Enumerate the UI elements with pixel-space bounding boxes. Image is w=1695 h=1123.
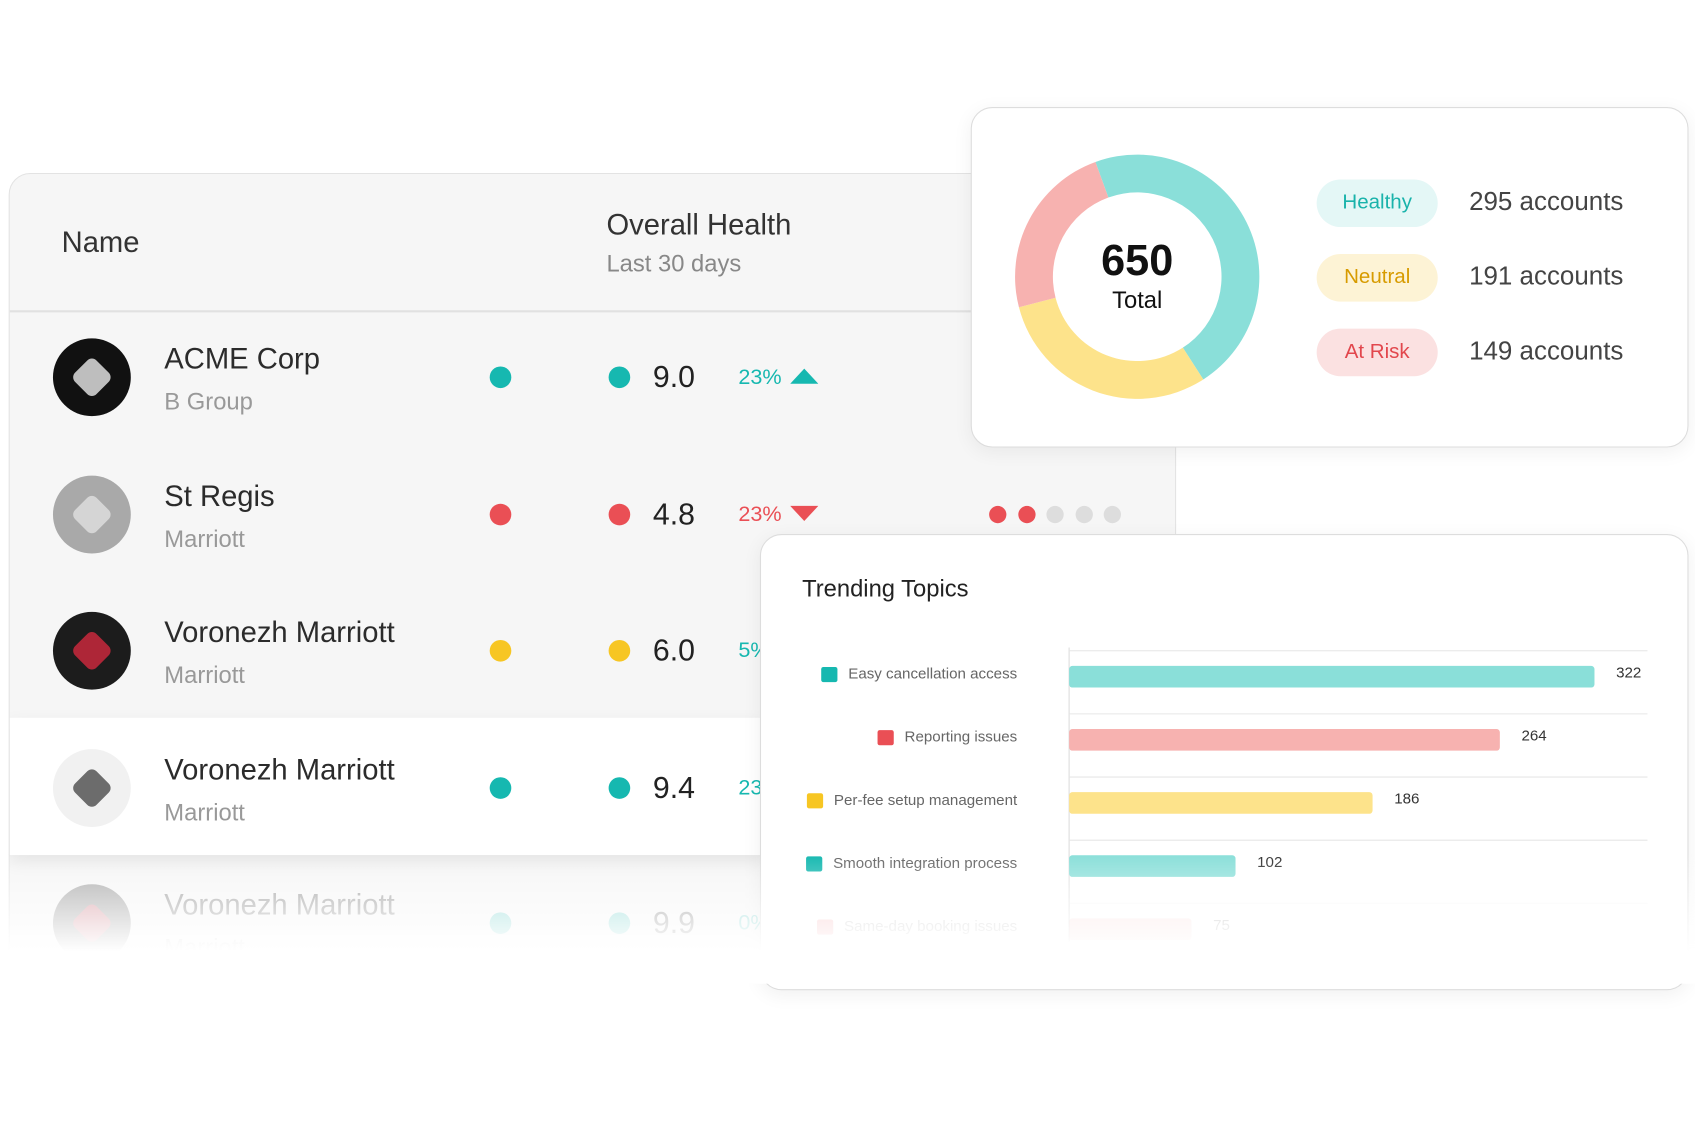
change: 23% xyxy=(738,502,782,527)
legend-label: At Risk xyxy=(1345,340,1411,363)
page-dot xyxy=(1046,505,1064,524)
donut-segment xyxy=(1015,161,1109,308)
status-dot xyxy=(489,503,512,526)
trend-icon xyxy=(790,368,819,384)
score: 4.8 xyxy=(652,497,696,531)
bar-value: 186 xyxy=(1394,791,1419,808)
bar-label: Per-fee setup management xyxy=(834,792,1018,809)
topic-icon xyxy=(806,793,824,809)
donut-chart: Healthy 295 accounts Neutral 191 accounts At… xyxy=(1015,154,1623,399)
donut-total-label: Total xyxy=(1112,287,1162,314)
triangle xyxy=(790,368,819,384)
legend-pill xyxy=(1316,179,1438,228)
legend-count: 295 accounts xyxy=(1469,188,1623,216)
legend-label: Neutral xyxy=(1344,265,1410,288)
bar xyxy=(1069,665,1595,688)
page-dot xyxy=(1103,505,1121,524)
change: 23% xyxy=(738,365,782,390)
status-dot xyxy=(489,777,512,799)
chart-title: Trending Topics xyxy=(802,576,969,603)
bar-value: 264 xyxy=(1521,728,1546,745)
account-group: Marriott xyxy=(164,661,245,689)
score-dot xyxy=(608,777,631,799)
score-dot xyxy=(608,366,631,389)
score: 9.0 xyxy=(652,359,696,394)
topic-icon xyxy=(821,666,838,683)
bar-label: Reporting issues xyxy=(905,729,1018,746)
account-name: Voronezh Marriott xyxy=(164,753,395,786)
trend-arrow xyxy=(790,368,819,385)
score: 6.0 xyxy=(652,633,696,667)
bar-row: 264 Reporting issues xyxy=(877,713,1648,751)
legend-pill xyxy=(1316,254,1438,302)
score-dot xyxy=(608,503,631,526)
row-highlight xyxy=(9,717,767,856)
triangle xyxy=(790,505,819,522)
legend-label: Healthy xyxy=(1342,191,1412,214)
page-dot xyxy=(989,505,1007,524)
page-dot xyxy=(1075,505,1093,524)
donut-total: 650 xyxy=(1101,237,1173,285)
trend-icon xyxy=(790,505,819,522)
score: 9.4 xyxy=(652,770,696,805)
donut-segment xyxy=(1018,297,1204,399)
header-period: Last 30 days xyxy=(606,249,742,277)
account-group: Marriott xyxy=(164,798,245,826)
bar xyxy=(1069,729,1500,751)
account-name: St Regis xyxy=(164,479,275,513)
header-name: Name xyxy=(61,225,140,259)
fade xyxy=(0,853,1695,984)
bar-row: 322 Easy cancellation access xyxy=(821,650,1648,688)
bar-row: 186 Per-fee setup management xyxy=(806,776,1648,814)
status-dot xyxy=(489,366,512,389)
account-group: B Group xyxy=(164,388,253,416)
header-divider xyxy=(9,310,1176,313)
legend-count: 149 accounts xyxy=(1469,337,1623,365)
topic-icon xyxy=(877,730,894,746)
header-health: Overall Health xyxy=(606,208,792,242)
donut-segment xyxy=(1095,154,1260,380)
bar-label: Easy cancellation access xyxy=(848,666,1017,683)
bar-value: 322 xyxy=(1616,664,1641,681)
legend-pill xyxy=(1316,328,1438,377)
score-dot xyxy=(608,639,631,662)
legend-count: 191 accounts xyxy=(1469,263,1623,291)
account-group: Marriott xyxy=(164,525,245,553)
health-summary-card: Healthy 295 accounts Neutral 191 accounts At… xyxy=(970,107,1689,448)
account-name: Voronezh Marriott xyxy=(164,616,395,649)
page-dot xyxy=(1017,505,1036,524)
bar xyxy=(1069,792,1373,814)
account-name: ACME Corp xyxy=(164,342,321,376)
trend-arrow xyxy=(790,505,819,522)
status-dot xyxy=(489,639,512,662)
